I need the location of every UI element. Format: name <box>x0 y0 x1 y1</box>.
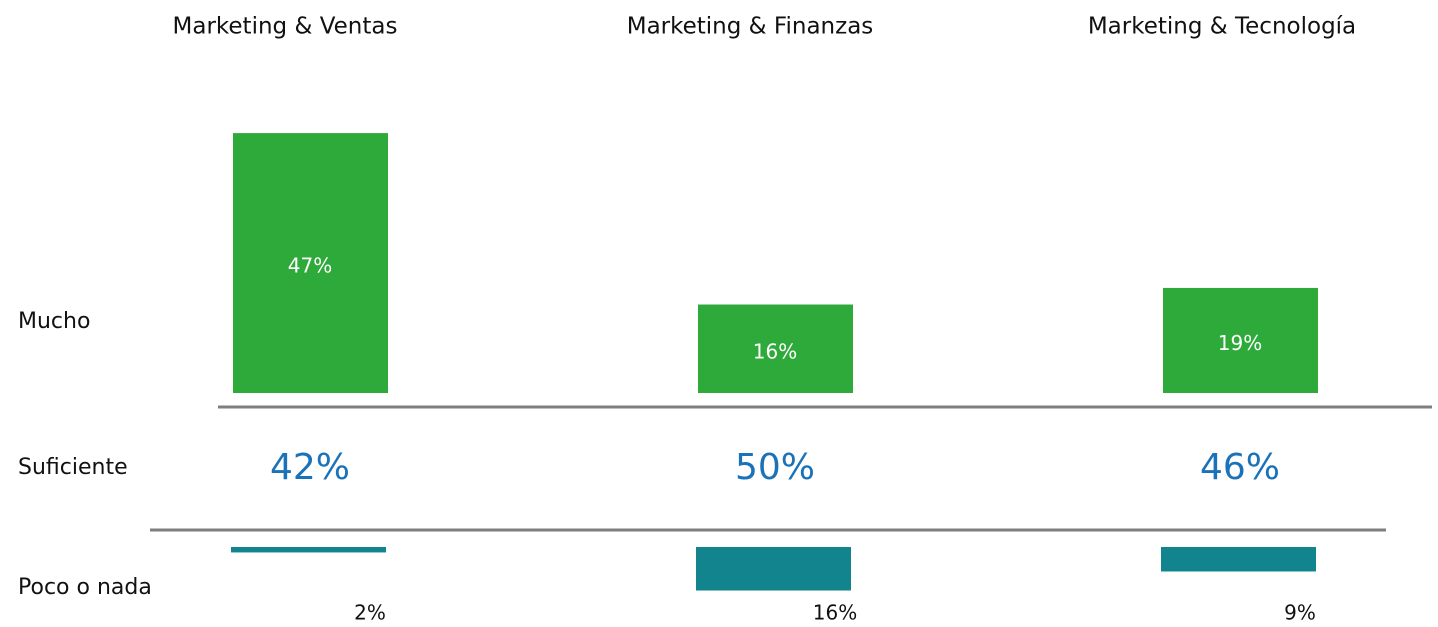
value-label: 16% <box>753 339 797 363</box>
value-label: 47% <box>288 254 332 278</box>
row-label: Mucho <box>18 309 90 334</box>
bar <box>231 547 386 553</box>
value-label: 16% <box>813 601 857 625</box>
category-label: Marketing & Tecnología <box>1088 14 1356 40</box>
row-label: Poco o nada <box>18 575 152 600</box>
value-label: 19% <box>1218 331 1262 355</box>
bar <box>1161 547 1316 572</box>
value-label: 50% <box>735 447 815 488</box>
bar <box>698 304 853 393</box>
category-label: Marketing & Finanzas <box>627 14 874 40</box>
row-label: Suficiente <box>18 455 128 480</box>
category-label: Marketing & Ventas <box>173 14 398 40</box>
bar <box>1163 287 1318 393</box>
bar <box>696 547 851 591</box>
value-label: 9% <box>1284 601 1316 625</box>
value-label: 42% <box>270 447 350 488</box>
value-label: 46% <box>1200 447 1280 488</box>
bar <box>233 133 388 393</box>
value-label: 2% <box>354 601 386 625</box>
